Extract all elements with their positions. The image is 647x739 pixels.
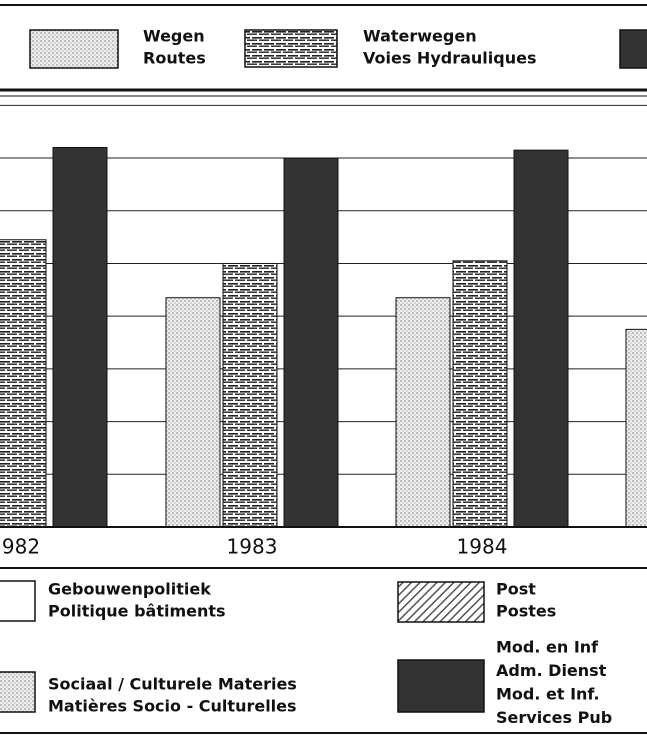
legend-label: Politique bâtiments xyxy=(48,602,226,621)
bar xyxy=(222,262,278,528)
legend-label: Waterwegen xyxy=(363,27,477,46)
legend-label: Post xyxy=(496,580,536,599)
legend-label: Mod. en Inf xyxy=(496,638,599,657)
legend-label: Mod. et Inf. xyxy=(496,685,600,704)
bar xyxy=(52,147,108,528)
legend-label: Voies Hydrauliques xyxy=(363,49,536,68)
bar xyxy=(165,297,221,528)
bar xyxy=(513,149,569,528)
bar xyxy=(625,328,647,528)
frame xyxy=(0,4,647,734)
bar xyxy=(283,157,339,528)
legend-label: Wegen xyxy=(143,27,205,46)
x-tick-label: 982 xyxy=(2,535,40,559)
legend-label: Services Pub xyxy=(496,708,612,727)
x-tick-label: 1983 xyxy=(227,535,278,559)
legend-label: Adm. Dienst xyxy=(496,661,607,680)
bar xyxy=(395,297,451,528)
bar xyxy=(452,260,508,528)
legend-label: Sociaal / Culturele Materies xyxy=(48,675,297,694)
x-tick-label: 1984 xyxy=(457,535,508,559)
legend-label: Gebouwenpolitiek xyxy=(48,580,211,599)
legend-label: Routes xyxy=(143,49,206,68)
bar xyxy=(0,239,47,528)
legend-swatches xyxy=(0,29,647,713)
legend-label: Matières Socio - Culturelles xyxy=(48,697,297,716)
legend-label: Postes xyxy=(496,602,556,621)
